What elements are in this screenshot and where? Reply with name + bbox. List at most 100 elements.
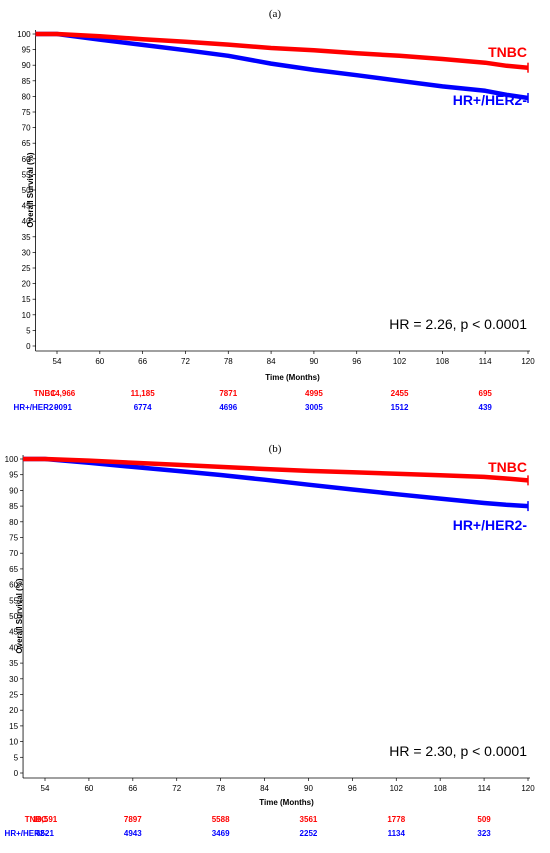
y-axis-title: Overall Survival (%): [15, 578, 24, 653]
x-tick-label: 102: [393, 357, 407, 366]
risk-row-label: TNBC: [25, 815, 47, 824]
y-tick-label: 30: [9, 675, 18, 684]
y-tick-label: 100: [17, 30, 31, 39]
y-tick-label: 90: [9, 486, 18, 495]
y-tick-label: 10: [22, 311, 31, 320]
y-tick-label: 65: [9, 565, 18, 574]
y-tick-label: 85: [9, 502, 18, 511]
y-tick-label: 80: [9, 518, 18, 527]
y-tick-label: 10: [9, 738, 18, 747]
risk-value: 3561: [300, 815, 318, 824]
y-tick-label: 75: [9, 534, 18, 543]
x-axis-title: Time (Months): [259, 798, 314, 807]
risk-value: 1778: [387, 815, 405, 824]
x-tick-label: 114: [479, 357, 492, 366]
y-tick-label: 100: [5, 455, 19, 464]
x-tick-label: 54: [53, 357, 62, 366]
risk-value: 7897: [124, 815, 142, 824]
x-tick-label: 60: [95, 357, 104, 366]
risk-row-label: TNBC: [34, 389, 56, 398]
y-tick-label: 25: [9, 691, 18, 700]
y-tick-label: 45: [9, 628, 18, 637]
y-axis-title: Overall Survival (%): [26, 152, 35, 227]
x-tick-label: 102: [390, 784, 404, 793]
y-tick-label: 65: [22, 139, 31, 148]
risk-value: 4943: [124, 829, 142, 838]
x-tick-label: 90: [304, 784, 313, 793]
risk-value: 5588: [212, 815, 230, 824]
y-tick-label: 50: [22, 186, 31, 195]
x-tick-label: 78: [224, 357, 233, 366]
y-tick-label: 20: [22, 280, 31, 289]
risk-value: 3469: [212, 829, 230, 838]
x-tick-label: 108: [436, 357, 450, 366]
x-tick-label: 90: [309, 357, 318, 366]
y-tick-label: 95: [9, 471, 18, 480]
risk-value: 10,591: [33, 815, 58, 824]
panel-label: (b): [269, 443, 282, 455]
risk-value: 6774: [134, 403, 152, 412]
y-tick-label: 40: [9, 643, 18, 652]
risk-value: 1134: [388, 829, 406, 838]
y-tick-label: 35: [9, 659, 18, 668]
x-tick-label: 54: [41, 784, 50, 793]
x-tick-label: 72: [172, 784, 181, 793]
series-label-hr-her2: HR+/HER2-: [453, 517, 528, 533]
x-tick-label: 66: [128, 784, 137, 793]
y-tick-label: 5: [26, 326, 31, 335]
risk-value: 2455: [391, 389, 409, 398]
y-tick-label: 30: [22, 248, 31, 257]
x-tick-label: 108: [434, 784, 448, 793]
y-tick-label: 70: [22, 124, 31, 133]
x-tick-label: 78: [216, 784, 225, 793]
panel-label: (a): [269, 8, 282, 20]
y-tick-label: 0: [14, 769, 19, 778]
y-tick-label: 0: [26, 342, 31, 351]
series-line-hr-her2: [23, 456, 529, 509]
risk-value: 7871: [219, 389, 237, 398]
y-tick-label: 5: [14, 753, 19, 762]
y-tick-label: 60: [22, 155, 31, 164]
y-tick-label: 15: [9, 722, 18, 731]
hr-annotation: HR = 2.26, p < 0.0001: [389, 316, 527, 332]
risk-value: 2252: [300, 829, 318, 838]
risk-value: 323: [477, 829, 491, 838]
risk-value: 4995: [305, 389, 323, 398]
risk-value: 14,966: [51, 389, 76, 398]
risk-value: 4696: [219, 403, 237, 412]
series-label-tnbc: TNBC: [488, 44, 527, 60]
risk-value: 3005: [305, 403, 323, 412]
x-tick-label: 60: [84, 784, 93, 793]
y-tick-label: 15: [22, 295, 31, 304]
y-tick-label: 75: [22, 108, 31, 117]
y-tick-label: 55: [9, 596, 18, 605]
risk-value: 9091: [54, 403, 72, 412]
panel-b: (b) 0 5 10 15 20 25 30 35 40 45 50 55 60 65 70 75 80 85 90 9…: [5, 443, 536, 838]
x-tick-label: 84: [267, 357, 276, 366]
y-tick-label: 50: [9, 612, 18, 621]
y-tick-label: 40: [22, 217, 31, 226]
risk-value: 11,185: [131, 389, 156, 398]
y-tick-label: 55: [22, 170, 31, 179]
x-tick-label: 96: [352, 357, 361, 366]
x-tick-label: 114: [478, 784, 491, 793]
x-axis-title: Time (Months): [265, 373, 320, 382]
y-tick-label: 25: [22, 264, 31, 273]
y-tick-label: 85: [22, 77, 31, 86]
y-tick-label: 80: [22, 92, 31, 101]
x-tick-label: 120: [521, 357, 535, 366]
y-tick-label: 35: [22, 233, 31, 242]
x-tick-label: 66: [138, 357, 147, 366]
y-tick-label: 70: [9, 549, 18, 558]
series-line-tnbc: [23, 456, 529, 483]
series-line-tnbc: [35, 31, 529, 70]
x-tick-label: 84: [260, 784, 269, 793]
x-tick-label: 72: [181, 357, 190, 366]
x-tick-label: 96: [348, 784, 357, 793]
series-label-tnbc: TNBC: [488, 459, 527, 475]
risk-value: 695: [479, 389, 493, 398]
risk-row-label: HR+/HER2-: [14, 403, 57, 412]
risk-value: 6521: [36, 829, 54, 838]
risk-row-label: HR+/HER2-: [5, 829, 48, 838]
